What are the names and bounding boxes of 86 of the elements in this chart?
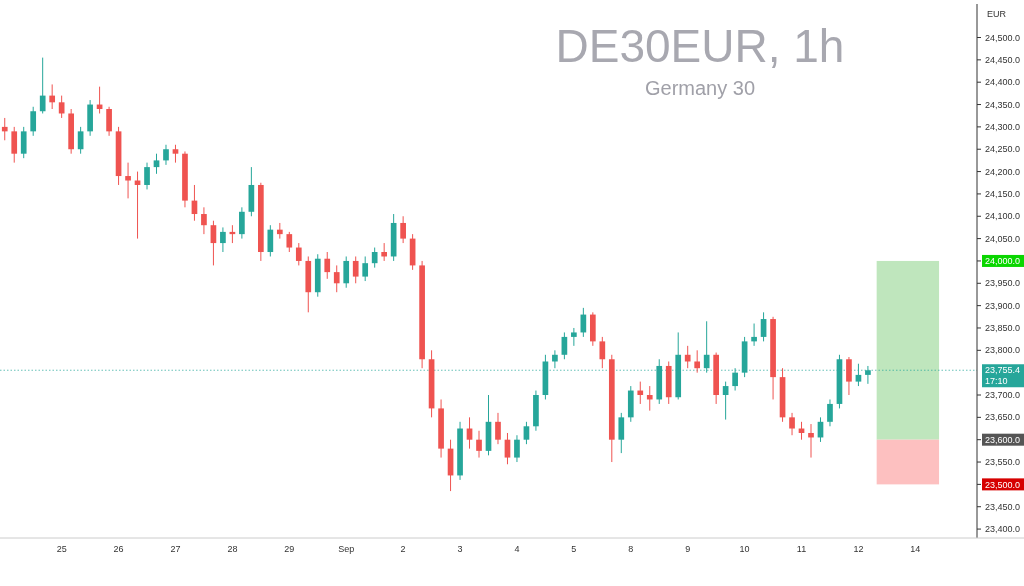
x-tick-label: 14	[910, 544, 921, 555]
candlestick	[49, 83, 56, 110]
y-tick-label: 23,800.0	[985, 345, 1021, 356]
candlestick	[39, 57, 46, 114]
candlestick	[30, 106, 37, 137]
y-tick-label: 24,250.0	[985, 144, 1021, 155]
text: Germany 30	[644, 77, 756, 99]
x-tick-label: 10	[739, 544, 750, 555]
chart-title: DE30EUR, 1h	[555, 20, 845, 72]
y-tick-label: 23,500.0	[985, 479, 1021, 490]
x-tick-label: 28	[227, 544, 238, 555]
x-tick-label: 3	[457, 544, 463, 555]
candlestick	[599, 336, 606, 369]
candlestick	[11, 126, 18, 164]
y-tick-label: 24,050.0	[985, 233, 1021, 244]
candlestick	[333, 264, 340, 293]
candlestick	[362, 255, 369, 282]
candlestick	[163, 144, 169, 166]
candlestick	[125, 162, 131, 199]
x-tick-label: 8	[628, 544, 634, 555]
text: 17:10	[985, 376, 1008, 387]
y-tick-label: 24,350.0	[985, 99, 1021, 110]
y-tick-label: 24,450.0	[985, 55, 1021, 66]
candlestick	[789, 412, 795, 436]
candlestick	[144, 162, 150, 190]
x-tick-label: 11	[796, 544, 807, 555]
x-tick-label: 12	[853, 544, 864, 555]
candlestick	[352, 255, 359, 284]
x-tick-label: 26	[113, 544, 124, 555]
ref-line-label: 23,755.4	[985, 365, 1021, 376]
candlestick	[618, 412, 625, 454]
y-tick-label: 23,900.0	[985, 300, 1021, 311]
x-tick-label: 25	[56, 544, 67, 555]
y-tick-label: 23,550.0	[985, 457, 1021, 468]
candlestick	[684, 345, 691, 369]
y-tick-label: 23,650.0	[985, 412, 1021, 423]
y-tick-label: 24,300.0	[985, 122, 1021, 133]
candlestick	[267, 224, 274, 257]
candlestick	[295, 242, 302, 266]
candlestick	[694, 349, 701, 374]
candlestick	[646, 385, 653, 412]
y-tick-label: 23,700.0	[985, 390, 1021, 401]
candlestick	[58, 95, 65, 119]
candlestick	[1, 117, 8, 141]
y-tick-label: 23,950.0	[985, 278, 1021, 289]
candlestick	[476, 430, 482, 459]
candlestick	[808, 423, 814, 459]
candlestick	[343, 255, 350, 289]
candlestick	[201, 206, 207, 235]
y-tick-label: 24,000.0	[985, 256, 1021, 267]
y-tick-label: 24,400.0	[985, 77, 1021, 88]
y-tick-label: 24,200.0	[985, 166, 1021, 177]
y-tick-label: 24,150.0	[985, 189, 1021, 200]
candlestick	[400, 215, 406, 244]
x-tick-label: 5	[571, 544, 577, 555]
x-tick-label: 4	[514, 544, 520, 555]
y-tick-label: 23,850.0	[985, 323, 1021, 334]
candlestick	[286, 231, 293, 253]
candlestick	[523, 421, 530, 445]
x-tick-label: 27	[170, 544, 181, 555]
candlestick	[106, 106, 112, 137]
candlestick	[20, 126, 27, 159]
y-axis-title: EUR	[987, 9, 1007, 19]
y-tick-label: 23,600.0	[985, 434, 1021, 445]
candlestick	[827, 398, 833, 427]
y-tick-label: 23,400.0	[985, 524, 1021, 535]
candlestick	[324, 251, 331, 280]
candlestick	[637, 381, 644, 405]
x-tick-label: 2	[400, 544, 406, 555]
y-tick-label: 24,500.0	[985, 32, 1021, 43]
x-tick-label: Sep	[338, 544, 355, 555]
candlestick	[514, 434, 520, 463]
candlestick	[855, 363, 862, 387]
y-tick-label: 24,100.0	[985, 211, 1021, 222]
candlestick	[751, 323, 757, 347]
candlestick	[552, 349, 558, 369]
x-tick-label: 29	[284, 544, 295, 555]
candlestick	[371, 247, 378, 269]
candlestick	[220, 226, 226, 253]
candlestick	[846, 356, 852, 396]
candlestick	[153, 153, 160, 175]
candlestick	[495, 412, 501, 445]
candlestick	[571, 327, 577, 347]
candlestick	[239, 206, 245, 240]
y-tick-label: 23,450.0	[985, 501, 1021, 512]
x-tick-label: 9	[685, 544, 691, 555]
